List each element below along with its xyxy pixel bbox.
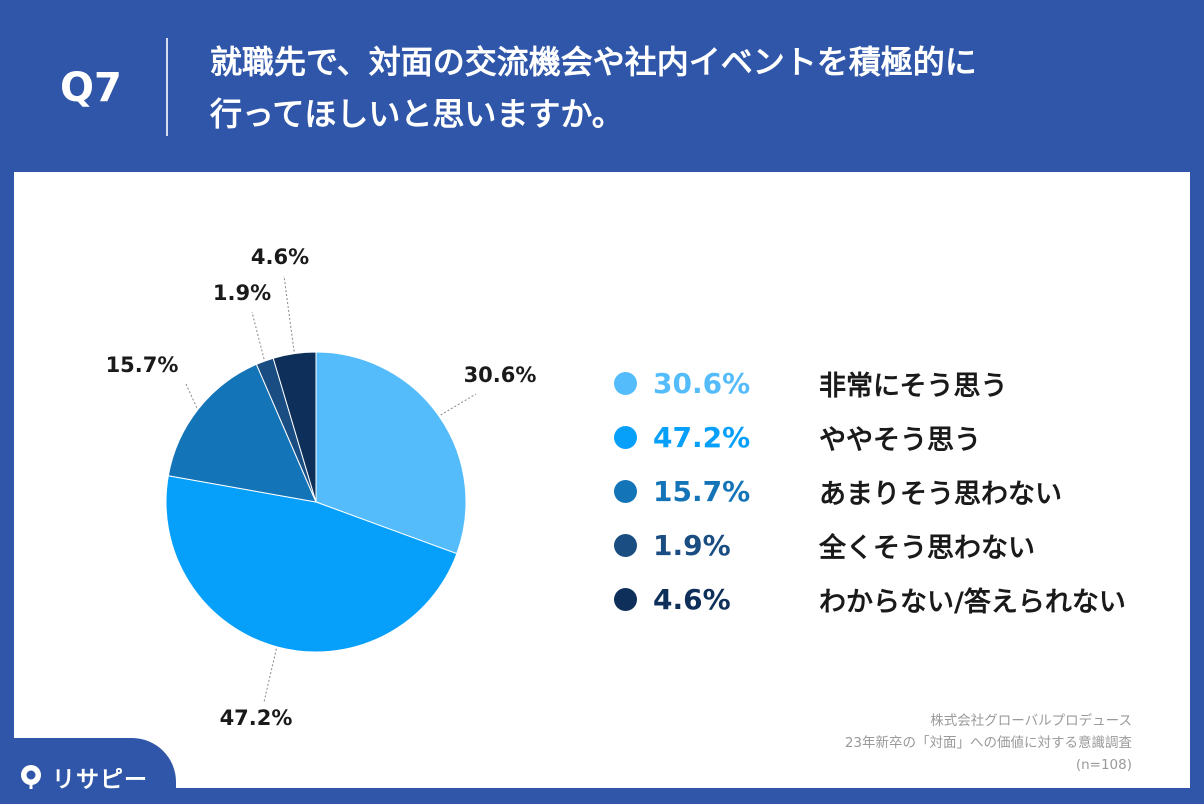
logo-text: リサピー — [52, 767, 148, 793]
legend-label: あまりそう思わない — [819, 478, 1062, 510]
legend-item: 47.2% ややそう思う — [614, 410, 1174, 464]
slice-percent-label: 1.9% — [213, 281, 271, 305]
source-company: 株式会社グローバルプロデュース — [930, 713, 1132, 729]
pie-slice — [165, 475, 458, 653]
pin-logo-icon — [21, 765, 41, 789]
question-title-line2: 行ってほしいと思いますか。 — [210, 95, 624, 133]
legend: 30.6% 非常にそう思う 47.2% ややそう思う 15.7% あまりそう思わない 1.9… — [614, 356, 1174, 626]
slice-percent-label: 30.6% — [464, 363, 537, 387]
legend-label: 全くそう思わない — [819, 532, 1035, 564]
pie-slice — [315, 351, 467, 555]
leader-line — [440, 393, 477, 416]
legend-color-dot — [614, 479, 637, 503]
source-survey: 23年新卒の「対面」への価値に対する意識調査 — [844, 735, 1132, 751]
leader-line — [263, 648, 277, 703]
legend-percent: 4.6% — [653, 582, 731, 616]
slice-percent-label: 4.6% — [251, 245, 309, 269]
logo: リサピー — [18, 760, 148, 794]
question-number: Q7 — [60, 65, 122, 111]
slice-percent-label: 47.2% — [220, 706, 293, 730]
leader-line — [251, 311, 265, 360]
source-note: 株式会社グローバルプロデュース 23年新卒の「対面」への価値に対する意識調査 (… — [845, 710, 1132, 776]
leader-line — [283, 275, 295, 352]
legend-color-dot — [614, 587, 637, 611]
slice-percent-label: 15.7% — [106, 353, 179, 377]
header-divider — [166, 38, 168, 136]
pie-slice — [167, 363, 317, 503]
logo-tab: リサピー — [0, 738, 176, 804]
leader-line — [185, 383, 198, 408]
question-title: 就職先で、対面の交流機会や社内イベントを積極的に 行ってほしいと思いますか。 — [210, 36, 1130, 140]
legend-color-dot — [614, 425, 637, 449]
legend-color-dot — [614, 371, 637, 395]
legend-percent: 1.9% — [653, 528, 731, 562]
chart-panel: 30.6% 47.2% 15.7% 1.9% 4.6% 30.6% 非常にそう思う 47.2… — [14, 172, 1190, 788]
legend-item: 4.6% わからない/答えられない — [614, 572, 1174, 626]
legend-item: 30.6% 非常にそう思う — [614, 356, 1174, 410]
legend-item: 15.7% あまりそう思わない — [614, 464, 1174, 518]
legend-percent: 15.7% — [653, 474, 751, 508]
legend-label: ややそう思う — [819, 424, 981, 456]
legend-color-dot — [614, 533, 637, 557]
pie-chart: 30.6% 47.2% 15.7% 1.9% 4.6% — [106, 245, 537, 730]
pie-slice — [272, 351, 317, 503]
legend-label: 非常にそう思う — [819, 370, 1008, 402]
legend-label: わからない/答えられない — [819, 586, 1126, 618]
source-sample-size: (n=108) — [1075, 757, 1132, 773]
legend-item: 1.9% 全くそう思わない — [614, 518, 1174, 572]
legend-percent: 47.2% — [653, 420, 751, 454]
legend-percent: 30.6% — [653, 366, 751, 400]
question-title-line1: 就職先で、対面の交流機会や社内イベントを積極的に — [210, 43, 977, 81]
